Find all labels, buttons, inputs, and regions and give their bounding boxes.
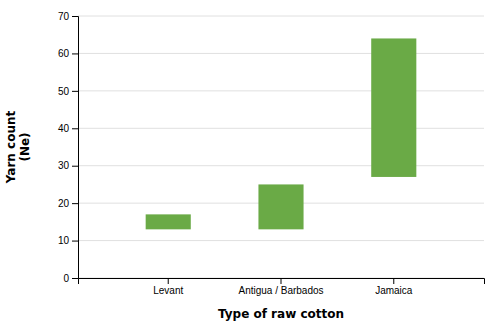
y-tick-mark — [72, 128, 78, 129]
y-tick-label: 70 — [58, 11, 70, 22]
y-tick: 30 — [58, 160, 78, 171]
grid-line — [78, 128, 484, 129]
bar — [258, 184, 303, 229]
y-axis-title-line: (Ne) — [18, 132, 32, 161]
y-tick-label: 30 — [58, 160, 70, 171]
x-tick-mark — [393, 278, 394, 284]
bar — [146, 214, 191, 229]
y-tick-label: 40 — [58, 123, 70, 134]
y-tick-label: 60 — [58, 48, 70, 59]
y-tick-mark — [72, 91, 78, 92]
y-tick-mark — [72, 16, 78, 17]
y-tick-mark — [72, 166, 78, 167]
bar — [371, 38, 416, 176]
grid-line — [78, 90, 484, 91]
y-tick-mark — [72, 241, 78, 242]
y-tick-mark — [72, 203, 78, 204]
x-axis: Levant Antigua / Barbados Jamaica — [79, 278, 485, 296]
y-tick: 0 — [63, 273, 78, 284]
grid-line — [78, 16, 484, 17]
x-tick: Antigua / Barbados — [238, 278, 323, 296]
x-tick-label: Levant — [153, 285, 183, 296]
y-tick-label: 10 — [58, 235, 70, 246]
x-tick: Jamaica — [375, 278, 413, 296]
x-tick: Levant — [153, 278, 183, 296]
grid-line — [78, 240, 484, 241]
y-tick-label: 20 — [58, 198, 70, 209]
chart: Levant Antigua / Barbados Jamaica 0 10 20 30 40… — [0, 0, 500, 330]
y-tick-label: 50 — [58, 86, 70, 97]
y-tick-label: 0 — [63, 273, 69, 284]
x-tick-mark — [281, 278, 282, 284]
y-tick: 50 — [58, 86, 78, 97]
y-tick: 70 — [58, 11, 78, 22]
y-tick: 60 — [58, 48, 78, 59]
y-tick: 40 — [58, 123, 78, 134]
x-tick-label: Jamaica — [375, 285, 413, 296]
y-axis: 0 10 20 30 40 50 60 70 — [58, 11, 79, 284]
y-axis-line — [72, 17, 79, 279]
x-tick-mark — [168, 278, 169, 284]
x-axis-title: Type of raw cotton — [218, 307, 344, 321]
y-tick: 10 — [58, 235, 78, 246]
y-axis-title-line: Yarn count — [4, 110, 18, 184]
bars — [146, 38, 417, 229]
y-tick-mark — [72, 53, 78, 54]
grid-line — [78, 165, 484, 166]
x-axis-line — [79, 279, 485, 285]
plot: Levant Antigua / Barbados Jamaica 0 10 20 30 40… — [58, 11, 485, 296]
x-tick-label: Antigua / Barbados — [238, 285, 323, 296]
grid-line — [78, 53, 484, 54]
y-axis-title: Yarn count(Ne) — [4, 110, 32, 184]
grid — [78, 16, 484, 278]
y-tick-mark — [72, 278, 78, 279]
y-tick: 20 — [58, 198, 78, 209]
